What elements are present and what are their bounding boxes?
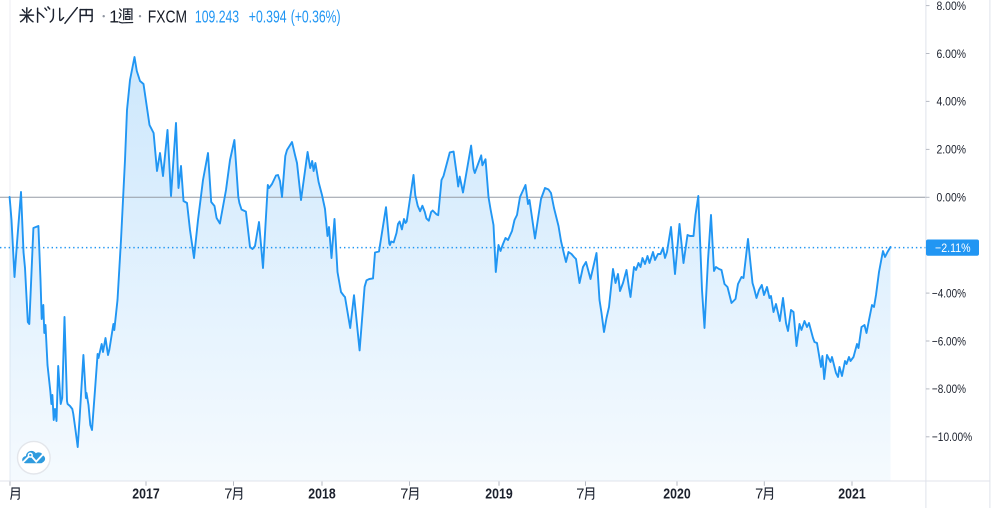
svg-text:2021: 2021 xyxy=(838,486,865,502)
svg-text:7: 7 xyxy=(755,486,763,502)
svg-text:7: 7 xyxy=(576,486,584,502)
svg-text:2017: 2017 xyxy=(132,486,159,502)
svg-text:+0.394: +0.394 xyxy=(249,7,287,27)
svg-text:4.00%: 4.00% xyxy=(937,95,967,109)
svg-text:2019: 2019 xyxy=(485,486,512,502)
svg-text:8.00%: 8.00% xyxy=(937,0,967,13)
svg-text:−8.00%: −8.00% xyxy=(932,382,966,396)
svg-text:(+0.36%): (+0.36%) xyxy=(291,7,341,27)
svg-text:2.00%: 2.00% xyxy=(937,143,967,157)
svg-text:7: 7 xyxy=(224,486,232,502)
svg-text:1: 1 xyxy=(109,7,119,27)
svg-text:2018: 2018 xyxy=(308,486,335,502)
svg-text:−10.00%: −10.00% xyxy=(932,430,972,444)
svg-text:FXCM: FXCM xyxy=(148,7,187,27)
svg-text:109.243: 109.243 xyxy=(195,7,239,27)
svg-text:0.00%: 0.00% xyxy=(937,191,967,205)
svg-text:−4.00%: −4.00% xyxy=(932,286,966,300)
svg-text:−2.11%: −2.11% xyxy=(935,241,971,255)
svg-text:7: 7 xyxy=(400,486,408,502)
svg-text:6.00%: 6.00% xyxy=(937,47,967,61)
svg-text:−6.00%: −6.00% xyxy=(932,334,966,348)
svg-text:2020: 2020 xyxy=(663,486,690,502)
